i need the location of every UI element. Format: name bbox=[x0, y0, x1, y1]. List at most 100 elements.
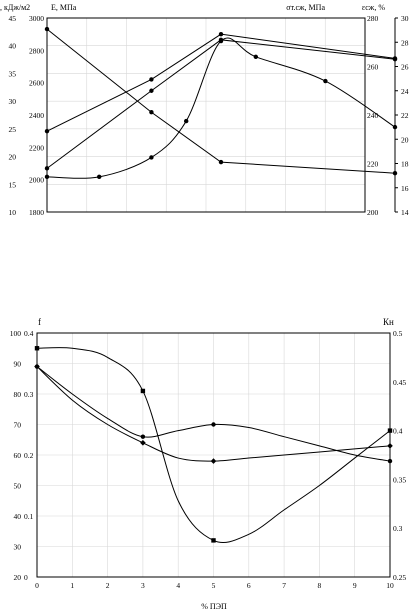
top-y4-tick-label: 26 bbox=[401, 63, 409, 72]
bottom-x-tick-label: 5 bbox=[212, 581, 216, 590]
top-y4-label: εсж, % bbox=[362, 3, 385, 12]
top-series bbox=[44, 26, 398, 180]
top-y3-tick-label: 240 bbox=[367, 111, 379, 120]
top-y1-tick-label: 40 bbox=[9, 42, 17, 51]
top-series-4-point bbox=[44, 174, 50, 180]
top-series-4-point bbox=[323, 78, 328, 84]
top-y4-tick-label: 20 bbox=[401, 135, 409, 144]
bottom-f-tick-label: 0 bbox=[24, 573, 28, 582]
bottom-kn-tick-label: 0.35 bbox=[393, 475, 406, 484]
bottom-x-tick-label: 7 bbox=[282, 581, 286, 590]
bottom-x-tick-label: 4 bbox=[176, 581, 180, 590]
bottom-kn-label: Кн bbox=[383, 317, 394, 327]
top-y2-label: E, МПа bbox=[51, 3, 77, 12]
bottom-series-1-point bbox=[34, 346, 40, 351]
top-y3-label: σт.сж, МПа bbox=[286, 3, 325, 12]
bottom-x-tick-label: 8 bbox=[318, 581, 322, 590]
top-y3-tick-label: 200 bbox=[367, 208, 379, 217]
top-y3-tick-label: 280 bbox=[367, 14, 379, 23]
top-y1-tick-label: 15 bbox=[9, 180, 17, 189]
top-series-4-point bbox=[97, 174, 102, 180]
top-series-1-point bbox=[44, 26, 50, 32]
top-series-1-point bbox=[149, 110, 154, 115]
bottom-series-2-point bbox=[387, 443, 393, 449]
top-y4-tick-label: 22 bbox=[401, 111, 409, 120]
top-ticks: 10 15 20 25 30 35 40 45 1800 2000 2200 2400 2600 2800… bbox=[9, 14, 409, 217]
top-series-2-line bbox=[46, 33, 396, 132]
bottom-x-tick-label: 9 bbox=[353, 581, 357, 590]
top-y4-tick-label: 24 bbox=[401, 87, 409, 96]
top-plot-frame bbox=[46, 17, 366, 213]
bottom-y1-tick-label: 90 bbox=[14, 360, 22, 369]
bottom-f-tick-label: 0.4 bbox=[24, 329, 34, 338]
bottom-series-3-point bbox=[211, 422, 216, 427]
top-series-3-point bbox=[149, 88, 154, 93]
bottom-y1-tick-label: 60 bbox=[14, 451, 22, 460]
bottom-y1-tick-label: 80 bbox=[14, 390, 22, 399]
top-y1-tick-label: 35 bbox=[9, 69, 17, 78]
top-y1-tick-label: 20 bbox=[9, 153, 17, 162]
bottom-series-3-point bbox=[387, 458, 393, 464]
bottom-x-tick-label: 6 bbox=[247, 581, 251, 590]
top-series-1-point bbox=[392, 171, 398, 176]
top-series-3-line bbox=[46, 39, 396, 169]
bottom-f-tick-label: 0.3 bbox=[24, 390, 34, 399]
top-y4-tick-label: 30 bbox=[401, 14, 409, 23]
bottom-kn-tick-label: 0.4 bbox=[393, 427, 403, 436]
top-series-4-line bbox=[46, 37, 396, 179]
bottom-kn-tick-label: 0.25 bbox=[393, 573, 406, 582]
bottom-series-2-point bbox=[210, 458, 217, 464]
bottom-series-1-line bbox=[36, 347, 391, 544]
top-y1-label: , кДж/м2 bbox=[0, 3, 30, 12]
top-y2-tick-label: 2800 bbox=[29, 46, 44, 55]
top-series-4-point bbox=[218, 38, 224, 44]
bottom-f-label: f bbox=[38, 317, 41, 327]
bottom-x-tick-label: 10 bbox=[386, 581, 394, 590]
bottom-y1-tick-label: 70 bbox=[14, 421, 22, 430]
top-y4-tick-label: 16 bbox=[401, 184, 409, 193]
bottom-x-label: % ПЭП bbox=[201, 602, 227, 611]
top-series-4-point bbox=[253, 54, 258, 59]
bottom-kn-tick-label: 0.5 bbox=[393, 329, 403, 338]
chart-bottom: 203040506070809010000.10.20.30.40.250.30… bbox=[10, 317, 407, 611]
top-series-2-point bbox=[218, 31, 224, 37]
top-y1-tick-label: 25 bbox=[9, 125, 17, 134]
top-y3-tick-label: 220 bbox=[367, 160, 379, 169]
top-series-4-point bbox=[184, 118, 189, 124]
bottom-x-tick-label: 3 bbox=[141, 581, 145, 590]
bottom-kn-tick-label: 0.3 bbox=[393, 524, 403, 533]
top-y4-tick-label: 28 bbox=[401, 38, 409, 47]
top-y2-tick-label: 1800 bbox=[29, 208, 44, 217]
top-y2-tick-label: 3000 bbox=[29, 14, 44, 23]
top-y2-tick-label: 2600 bbox=[29, 79, 44, 88]
bottom-f-tick-label: 0.2 bbox=[24, 451, 34, 460]
chart-top: 10 15 20 25 30 35 40 45 1800 2000 2200 2400 2600 2800… bbox=[0, 3, 409, 217]
top-y4-tick-label: 18 bbox=[401, 160, 409, 169]
top-series-3-point bbox=[392, 57, 398, 62]
bottom-series-1-point bbox=[211, 538, 216, 543]
bottom-series-1-point bbox=[387, 428, 393, 433]
bottom-series-3-point bbox=[140, 434, 146, 439]
bottom-kn-tick-label: 0.45 bbox=[393, 378, 406, 387]
top-series-3-point bbox=[44, 166, 50, 171]
bottom-f-tick-label: 0.1 bbox=[24, 512, 34, 521]
top-y2-tick-label: 2400 bbox=[29, 111, 44, 120]
bottom-series-3-point bbox=[34, 364, 40, 369]
bottom-ticks: 203040506070809010000.10.20.30.40.250.30… bbox=[10, 329, 407, 590]
top-series-2-point bbox=[44, 128, 50, 134]
bottom-plot-frame bbox=[36, 332, 391, 578]
top-series-4-point bbox=[392, 124, 398, 130]
bottom-series-1-point bbox=[140, 388, 146, 394]
bottom-series bbox=[34, 346, 393, 544]
bottom-y1-tick-label: 20 bbox=[14, 573, 22, 582]
top-y1-tick-label: 30 bbox=[9, 97, 17, 106]
top-y1-tick-label: 45 bbox=[9, 14, 17, 23]
top-y3-tick-label: 260 bbox=[367, 63, 379, 72]
top-series-1-line bbox=[46, 28, 396, 174]
bottom-series-2-point bbox=[140, 440, 146, 446]
bottom-x-tick-label: 1 bbox=[70, 581, 74, 590]
top-series-4-point bbox=[149, 155, 154, 160]
bottom-x-tick-label: 2 bbox=[106, 581, 110, 590]
top-y2-tick-label: 2000 bbox=[29, 176, 44, 185]
top-y2-tick-label: 2200 bbox=[29, 143, 44, 152]
